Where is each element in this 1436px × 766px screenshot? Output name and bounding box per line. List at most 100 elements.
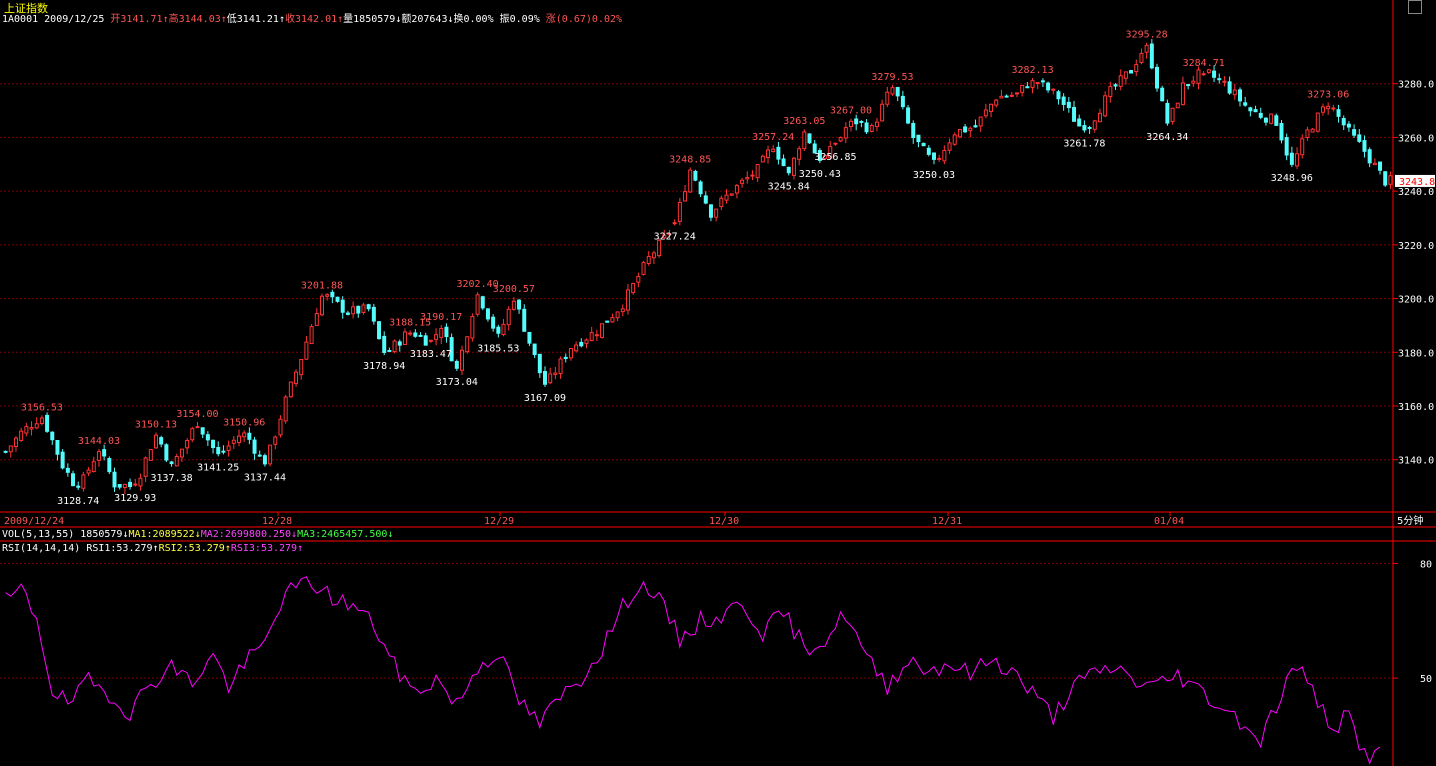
candle-body [734,184,739,194]
candle-body [651,252,656,259]
candle-body [413,332,418,337]
change-label: 涨 [545,14,556,25]
high-annotation: 3150.96 [223,417,265,428]
candle-body [719,197,724,208]
candle-body [361,304,366,313]
candle-body [994,99,999,106]
candle-body [874,121,879,128]
candle-body [610,317,615,323]
candle-body [823,155,828,159]
candle-body [423,335,428,346]
vol-ma2: MA2:2699800.250 [200,529,292,540]
close-label: 收 [284,14,295,25]
candle-body [1014,92,1019,95]
candle-body [460,349,465,371]
vol-ma1: MA1:2089522 [128,529,195,540]
open-value: 3141.71 [120,14,163,25]
rsi-tick-label: 50 [1420,674,1432,685]
candle-body [1108,86,1113,98]
low-annotation: 3137.38 [150,473,192,484]
candle-body [563,356,568,359]
low-annotation: 3250.03 [913,170,955,181]
candle-body [714,208,719,218]
candle-body [102,449,107,457]
candle-body [1237,89,1242,102]
candle-body [19,430,24,441]
candle-body [703,195,708,204]
candle-body [1123,71,1128,79]
candle-body [1232,89,1237,96]
candle-body [600,323,605,338]
candle-body [1295,153,1300,167]
candle-body [356,305,361,314]
candle-body [662,234,667,239]
candle-body [428,339,433,342]
candle-body [1170,107,1175,122]
candle-body [963,126,968,133]
candle-body [439,328,444,338]
candle-body [911,122,916,139]
candle-body [620,308,625,313]
low-annotation: 3264.34 [1146,132,1188,143]
candle-body [527,331,532,344]
candle-body [1097,112,1102,123]
rsi-panel [5,576,1381,765]
candles [3,39,1393,495]
rsi2-value: RSI2:53.279 [158,543,225,554]
candle-body [221,450,226,453]
candle-body [657,239,662,257]
candle-body [745,176,750,180]
candle-body [159,437,164,445]
candle-body [1274,115,1279,126]
volume-value: 1850579 [353,14,396,25]
current-price-tag: 3243.8 [1395,174,1435,188]
candle-body [382,335,387,353]
candle-body [45,414,50,432]
candle-body [1040,80,1045,83]
window-restore-icon[interactable] [1408,0,1422,14]
candle-body [268,444,273,465]
candle-body [838,137,843,142]
candle-body [470,316,475,339]
candle-body [1066,101,1071,109]
candle-body [226,445,231,451]
candle-body [1263,117,1268,123]
candle-body [314,313,319,326]
candle-body [1227,81,1232,94]
candle-body [594,334,599,337]
candle-body [1378,161,1383,171]
candle-body [1248,107,1253,112]
candle-body [475,294,480,315]
stock-code: 1A0001 [2,14,39,25]
candle-body [164,444,169,461]
candle-body [174,455,179,467]
candle-body [1284,137,1289,156]
candle-body [1367,149,1372,164]
candle-body [200,427,205,435]
candle-body [766,149,771,158]
candle-body [589,332,594,342]
candle-body [708,204,713,218]
candle-body [688,169,693,193]
candle-body [340,299,345,313]
price-tick-label: 3200.0 [1398,295,1434,306]
candle-body [854,118,859,125]
candle-body [1030,80,1035,88]
candle-body [1113,84,1118,87]
candle-body [1320,106,1325,113]
high-label: 高 [168,14,179,25]
price-annotations: 3156.53 3128.74 3144.03 3129.93 3150.13 3137.… [21,30,1349,507]
current-price-tag-text: 3243.8 [1399,177,1435,188]
candle-body [8,445,13,453]
low-annotation: 3173.04 [436,377,478,388]
date-label: 12/30 [709,516,739,527]
price-tick-label: 3140.0 [1398,456,1434,467]
candle-body [154,434,159,449]
amplitude-value: 0.09% [509,14,540,25]
candle-body [449,337,454,362]
candle-body [890,87,895,95]
candle-body [402,331,407,346]
candle-body [843,127,848,139]
candle-body [615,311,620,319]
